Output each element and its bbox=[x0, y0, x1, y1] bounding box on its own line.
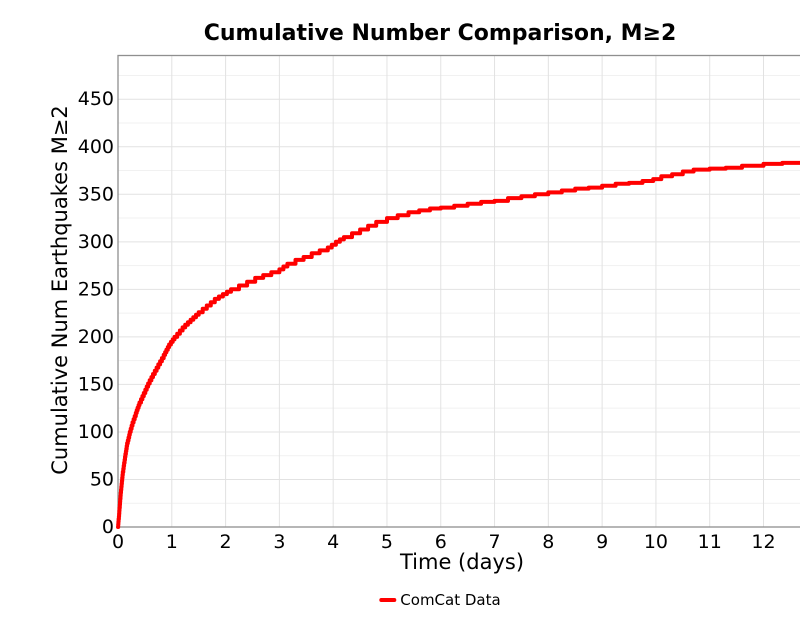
x-tick-label: 0 bbox=[112, 531, 124, 553]
chart-title: Cumulative Number Comparison, M≥2 bbox=[203, 21, 677, 46]
y-tick-label: 50 bbox=[90, 468, 114, 490]
x-tick-label: 10 bbox=[644, 531, 668, 553]
x-tick-label: 7 bbox=[488, 531, 500, 553]
plot-border bbox=[117, 54, 800, 528]
y-tick-label: 350 bbox=[78, 183, 114, 205]
y-tick-label: 250 bbox=[78, 278, 114, 300]
x-tick-label: 3 bbox=[273, 531, 285, 553]
legend-label: ComCat Data bbox=[400, 591, 501, 609]
y-tick-label: 100 bbox=[78, 421, 114, 443]
y-tick-label: 300 bbox=[78, 231, 114, 253]
x-tick-label: 9 bbox=[596, 531, 608, 553]
x-tick-label: 12 bbox=[751, 531, 775, 553]
x-tick-label: 2 bbox=[220, 531, 232, 553]
x-axis-label: Time (days) bbox=[399, 550, 525, 574]
x-tick-label: 5 bbox=[381, 531, 393, 553]
legend-line-swatch bbox=[379, 598, 397, 602]
x-tick-label: 11 bbox=[698, 531, 722, 553]
y-tick-label: 150 bbox=[78, 373, 114, 395]
legend: ComCat Data bbox=[379, 591, 501, 609]
y-tick-label: 0 bbox=[102, 516, 114, 538]
series-line-comcat bbox=[116, 160, 800, 529]
y-tick-label: 400 bbox=[78, 136, 114, 158]
x-tick-label: 8 bbox=[542, 531, 554, 553]
y-tick-label: 450 bbox=[78, 88, 114, 110]
plot-area: 0 1 2 3 4 5 6 7 8 9 10 11 12050100150200250300350400… bbox=[78, 54, 800, 553]
y-tick-label: 200 bbox=[78, 326, 114, 348]
chart-figure: 0 1 2 3 4 5 6 7 8 9 10 11 12 0 50 100 150 200 250 300 350 400… bbox=[40, 16, 800, 616]
y-axis-label: Cumulative Num Earthquakes M≥2 bbox=[48, 105, 72, 475]
x-tick-label: 1 bbox=[166, 531, 178, 553]
x-tick-label: 4 bbox=[327, 531, 339, 553]
x-tick-label: 6 bbox=[435, 531, 447, 553]
